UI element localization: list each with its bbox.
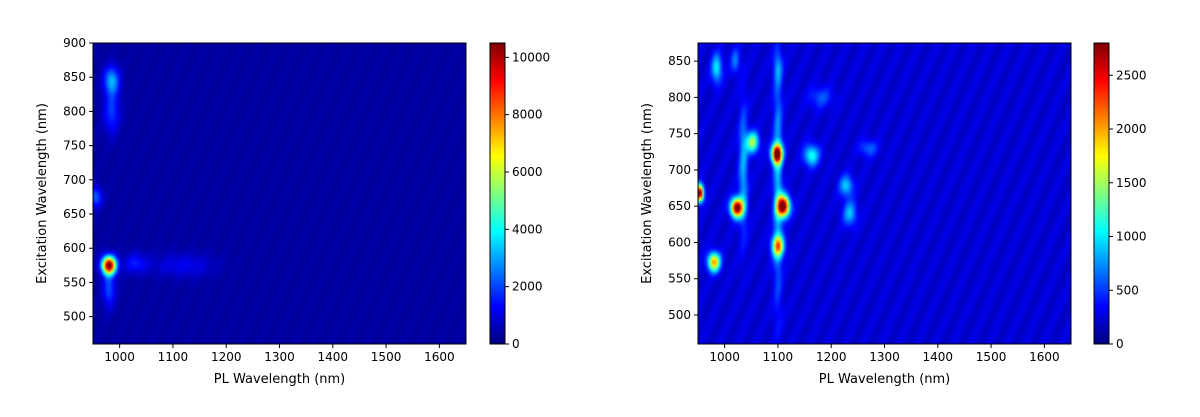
colorbar-tick-label: 4000 xyxy=(512,222,543,236)
colorbar-tick-label: 2500 xyxy=(1116,68,1147,82)
y-tick-label: 800 xyxy=(668,90,691,104)
y-tick-label: 850 xyxy=(668,54,691,68)
y-tick-label: 750 xyxy=(668,127,691,141)
y-tick-label: 700 xyxy=(63,173,86,187)
heatmap-panel-left: 1000 1100 1200 1300 1400 1500 1600 500 550 600 65… xyxy=(35,36,550,387)
x-tick-label: 1000 xyxy=(104,350,135,364)
x-tick-label: 1600 xyxy=(1029,350,1060,364)
colorbar-tick-label: 6000 xyxy=(512,165,543,179)
x-tick-label: 1000 xyxy=(709,350,740,364)
colorbar-left xyxy=(489,42,506,345)
x-axis-right: 1000 1100 1200 1300 1400 1500 1600 xyxy=(709,344,1060,364)
y-tick-label: 500 xyxy=(668,308,691,322)
x-tick-label: 1400 xyxy=(923,350,954,364)
x-axis-label-left: PL Wavelength (nm) xyxy=(214,372,346,387)
colorbar-tick-label: 2000 xyxy=(512,280,543,294)
colorbar-tick-label: 10000 xyxy=(512,50,550,64)
y-axis-label-right: Excitation Wavelength (nm) xyxy=(640,103,655,284)
x-tick-label: 1600 xyxy=(424,350,455,364)
x-tick-label: 1300 xyxy=(264,350,295,364)
y-tick-label: 750 xyxy=(63,139,86,153)
y-tick-label: 700 xyxy=(668,163,691,177)
colorbar-tick-label: 8000 xyxy=(512,108,543,122)
x-axis-label-right: PL Wavelength (nm) xyxy=(819,372,951,387)
colorbar-tick-label: 1500 xyxy=(1116,176,1147,190)
colorbar-right xyxy=(1093,42,1110,345)
colorbar-axis-right: 0 500 1000 1500 2000 2500 xyxy=(1109,68,1147,351)
colorbar-tick-label: 2000 xyxy=(1116,122,1147,136)
y-tick-label: 650 xyxy=(668,199,691,213)
x-tick-label: 1100 xyxy=(158,350,189,364)
colorbar-tick-label: 1000 xyxy=(1116,230,1147,244)
y-tick-label: 600 xyxy=(668,235,691,249)
heatmap-image-right xyxy=(698,43,1071,344)
colorbar-axis-left: 0 2000 4000 6000 8000 10000 xyxy=(505,50,550,351)
x-tick-label: 1200 xyxy=(211,350,242,364)
heatmap-panel-right: 1000 1100 1200 1300 1400 1500 1600 500 550 600 65… xyxy=(640,42,1147,387)
y-axis-label-left: Excitation Wavelength (nm) xyxy=(35,103,50,284)
y-tick-label: 600 xyxy=(63,241,86,255)
y-tick-label: 850 xyxy=(63,70,86,84)
y-tick-label: 550 xyxy=(668,272,691,286)
y-tick-label: 650 xyxy=(63,207,86,221)
x-tick-label: 1500 xyxy=(371,350,402,364)
x-tick-label: 1300 xyxy=(869,350,900,364)
x-axis-left: 1000 1100 1200 1300 1400 1500 1600 xyxy=(104,344,455,364)
y-tick-label: 500 xyxy=(63,310,86,324)
x-tick-label: 1400 xyxy=(318,350,349,364)
colorbar-tick-label: 500 xyxy=(1116,283,1139,297)
y-tick-label: 900 xyxy=(63,36,86,50)
colorbar-tick-label: 0 xyxy=(512,337,520,351)
y-tick-label: 800 xyxy=(63,104,86,118)
y-tick-label: 550 xyxy=(63,275,86,289)
x-tick-label: 1100 xyxy=(763,350,794,364)
colorbar-tick-label: 0 xyxy=(1116,337,1124,351)
y-axis-right: 500 550 600 650 700 750 800 850 xyxy=(668,54,698,322)
x-tick-label: 1200 xyxy=(816,350,847,364)
x-tick-label: 1500 xyxy=(976,350,1007,364)
y-axis-left: 500 550 600 650 700 750 800 850 900 xyxy=(63,36,93,324)
heatmap-image-left xyxy=(93,43,466,344)
